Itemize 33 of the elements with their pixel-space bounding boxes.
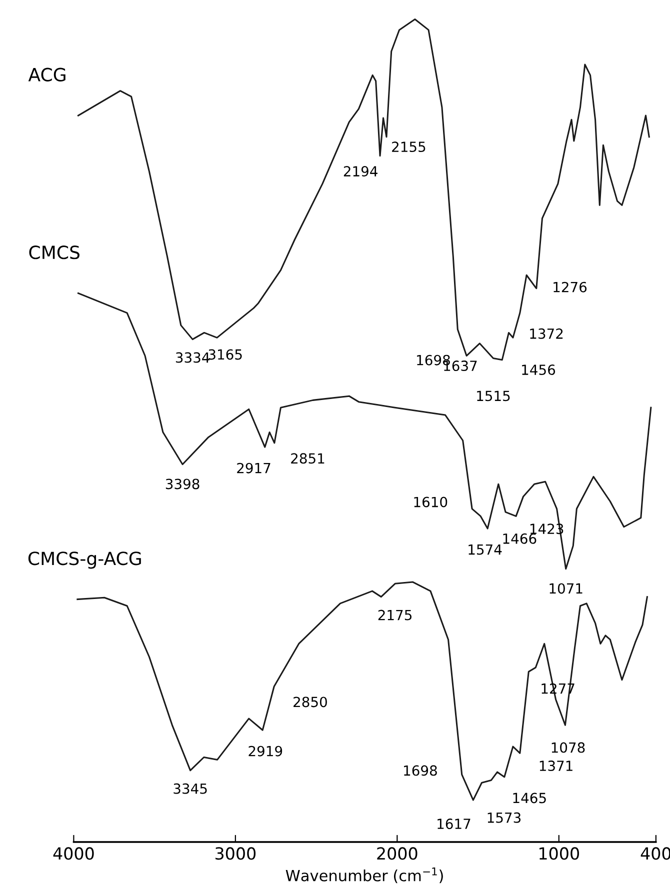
annotation: 1573 (488, 812, 521, 823)
annotation: 1515 (477, 390, 510, 402)
annotation: 1371 (540, 760, 572, 772)
annotation: 1078 (552, 742, 585, 753)
annotation: 2194 (344, 166, 378, 177)
annotation: 1465 (513, 792, 546, 804)
x-tick-label: 4000 (53, 847, 94, 860)
annotation: 3398 (166, 478, 200, 490)
annotation: 1574 (468, 544, 502, 555)
series-label: ACG (28, 68, 66, 82)
annotation: 2175 (378, 610, 412, 620)
text: CMCS-g-ACG (28, 552, 141, 569)
annotation: 1071 (550, 583, 582, 594)
x-tick-label: 3000 (215, 847, 256, 860)
annotation: 1372 (530, 328, 563, 339)
annotation: 1617 (438, 818, 470, 830)
annotation: 2917 (237, 462, 270, 474)
annotation: 1276 (554, 282, 587, 292)
annotation: 3345 (174, 783, 207, 794)
annotation: 3165 (208, 349, 242, 360)
annotation: 3334 (176, 352, 210, 363)
annotation: 1698 (404, 765, 437, 776)
annotation: 1466 (503, 533, 536, 544)
x-tick-label: 1000 (540, 847, 579, 860)
x-tick-label: 2000 (377, 847, 418, 860)
annotation: 1456 (522, 364, 556, 376)
series-label: CMCS (29, 246, 80, 260)
x-axis-title: Wavenumber (cm$^{−1}$) (286, 868, 443, 884)
annotation: 2850 (294, 696, 327, 708)
annotation: 2851 (291, 453, 324, 464)
annotation: 2155 (392, 142, 426, 152)
annotation: 1610 (414, 496, 448, 508)
annotation: 2919 (248, 746, 282, 756)
